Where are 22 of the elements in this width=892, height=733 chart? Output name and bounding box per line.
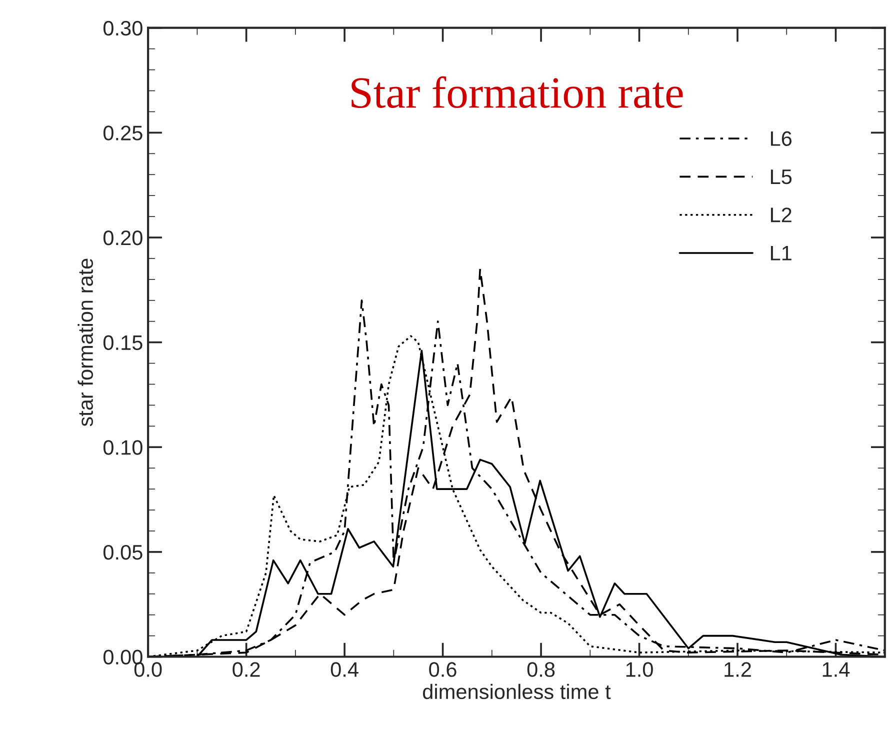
legend-label: L5 — [770, 170, 792, 184]
legend-label: L6 — [770, 131, 792, 146]
y-tick-label: 0.00 — [103, 650, 142, 665]
x-tick-label: 0.0 — [134, 662, 162, 677]
legend-label: L2 — [770, 208, 792, 222]
text: Star formation rate — [352, 76, 683, 108]
y-tick-label: 0.10 — [103, 440, 142, 455]
y-tick-label: 0.05 — [103, 544, 142, 560]
x-tick-label: 0.6 — [429, 662, 456, 677]
y-tick-label: 0.20 — [103, 230, 142, 246]
y-tick-label: 0.15 — [103, 335, 142, 350]
x-tick-label: 0.2 — [232, 662, 260, 677]
x-tick-label: 1.2 — [724, 662, 751, 677]
y-axis-title: star formation rate — [78, 258, 93, 426]
legend-label: L1 — [770, 246, 792, 260]
x-axis-title: dimensionless time t — [422, 684, 611, 700]
y-tick-label: 0.25 — [103, 126, 142, 140]
x-tick-label: 0.4 — [330, 662, 358, 677]
x-tick-label: 1.0 — [626, 662, 653, 677]
x-tick-label: 1.4 — [822, 662, 850, 677]
x-tick-label: 0.8 — [527, 662, 555, 677]
y-tick-label: 0.30 — [103, 20, 142, 36]
